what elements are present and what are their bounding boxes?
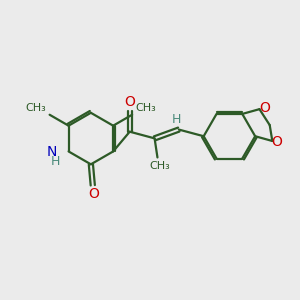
- Text: O: O: [88, 187, 99, 201]
- Text: H: H: [172, 112, 182, 126]
- Text: O: O: [272, 135, 283, 149]
- Text: CH₃: CH₃: [135, 103, 156, 113]
- Text: CH₃: CH₃: [25, 103, 46, 113]
- Text: CH₃: CH₃: [149, 161, 170, 171]
- Text: N: N: [47, 146, 57, 159]
- Text: O: O: [259, 101, 270, 115]
- Text: O: O: [124, 95, 135, 109]
- Text: H: H: [50, 155, 60, 168]
